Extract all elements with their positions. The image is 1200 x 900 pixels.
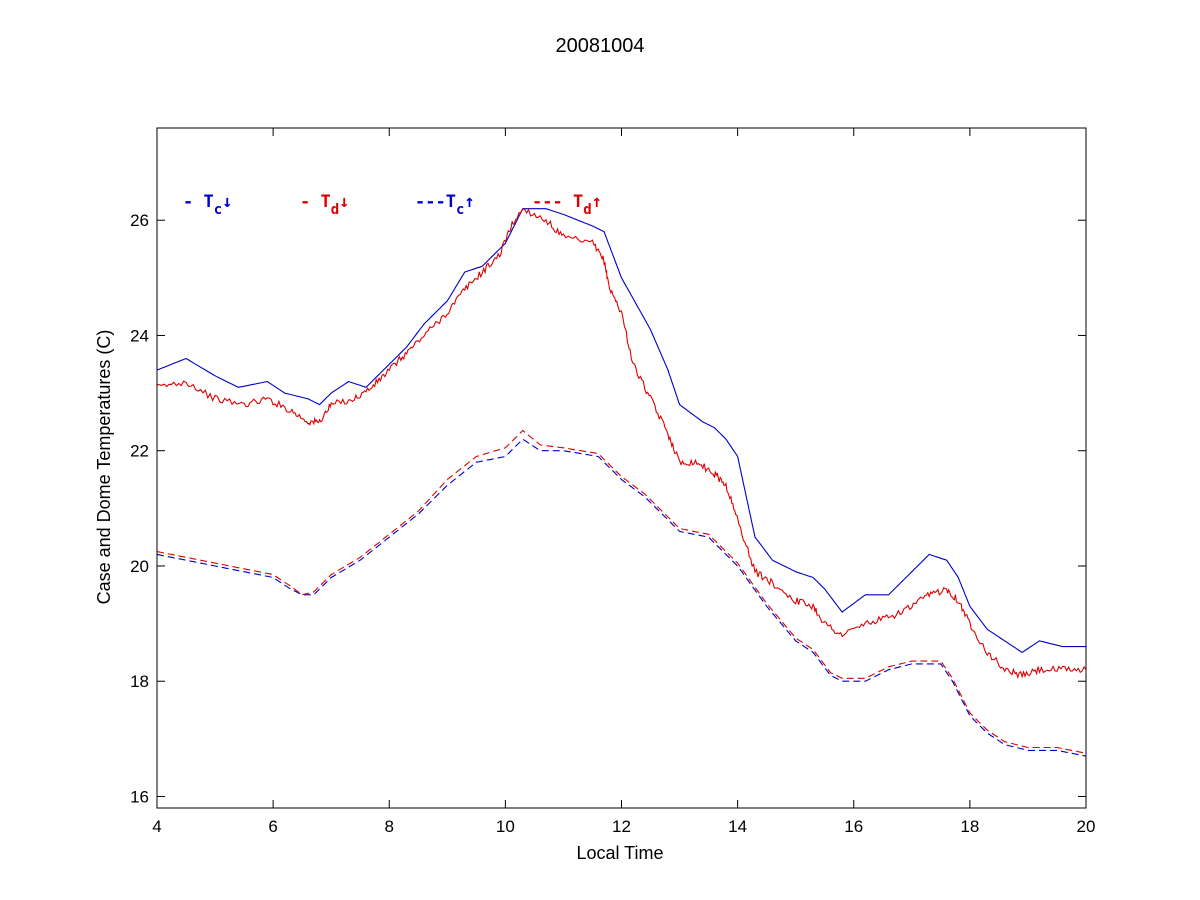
- x-tick-label: 12: [612, 817, 631, 836]
- y-tick-label: 26: [130, 211, 149, 230]
- legend-entry-td_down: - Td↓: [300, 192, 349, 218]
- plot-area: 4 6 8 10 12 14 16 18 20 16 18 20 22 24 26: [130, 127, 1096, 836]
- series-line-td_up: [157, 429, 1086, 754]
- x-axis-label: Local Time: [576, 843, 663, 863]
- y-tick-label: 22: [130, 442, 149, 461]
- y-tick-label: 20: [130, 557, 149, 576]
- legend-entry-tc_down: - Tc↓: [183, 192, 232, 218]
- chart-title: 20081004: [556, 35, 645, 57]
- x-tick-label: 6: [268, 817, 277, 836]
- x-tick-label: 4: [152, 817, 161, 836]
- y-axis-label: Case and Dome Temperatures (C): [94, 330, 114, 605]
- x-tick-label: 14: [728, 817, 747, 836]
- x-tick-label: 20: [1077, 817, 1096, 836]
- series-line-tc_up: [157, 438, 1086, 757]
- x-tick-label: 8: [385, 817, 394, 836]
- x-tick-label: 10: [496, 817, 515, 836]
- y-tick-label: 16: [130, 787, 149, 806]
- y-tick-label: 18: [130, 672, 149, 691]
- series-line-td_down: [157, 207, 1086, 680]
- x-tick-label: 18: [960, 817, 979, 836]
- series-group: [157, 207, 1086, 757]
- legend-entry-td_up: --- Td↑: [532, 192, 602, 218]
- legend-entry-tc_up: ---Tc↑: [415, 192, 475, 218]
- series-line-tc_down: [157, 208, 1086, 654]
- y-tick-label: 24: [130, 326, 149, 345]
- legend: - Tc↓ - Td↓ ---Tc↑ --- Td↑: [183, 192, 602, 218]
- x-tick-label: 16: [844, 817, 863, 836]
